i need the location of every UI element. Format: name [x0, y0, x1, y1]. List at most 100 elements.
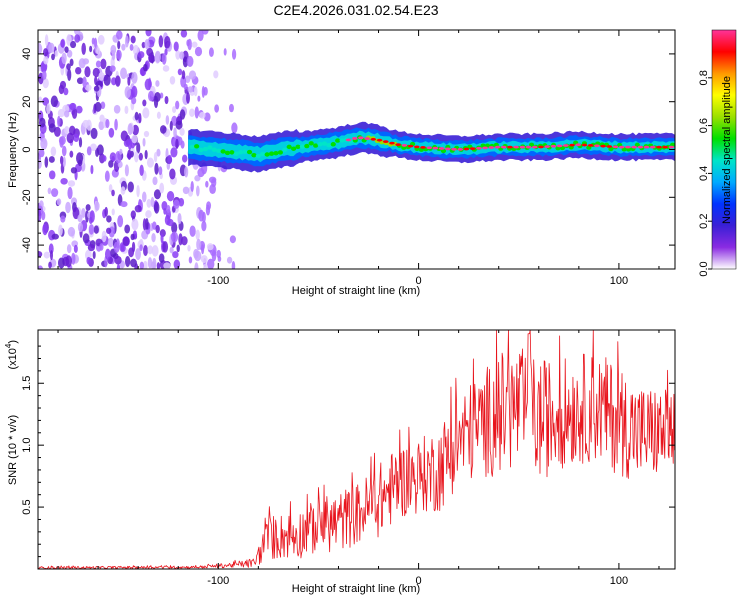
signal-peak — [643, 145, 650, 149]
snr-data — [38, 330, 675, 569]
noise-blob — [199, 111, 206, 119]
noise-blob — [143, 63, 148, 72]
noise-blob — [182, 56, 189, 68]
signal-peak — [494, 145, 501, 149]
noise-blob — [99, 243, 104, 251]
noise-blob — [113, 241, 120, 253]
noise-blob — [73, 244, 78, 254]
noise-blob — [120, 201, 128, 208]
signal-peak — [668, 145, 675, 149]
noise-blob — [127, 149, 132, 160]
signal-peak — [407, 144, 414, 148]
noise-blob — [182, 154, 188, 163]
signal-core — [326, 142, 332, 148]
noise-blob — [100, 101, 106, 110]
noise-blob — [194, 46, 203, 57]
noise-blob — [189, 108, 195, 118]
signal-peak — [345, 138, 352, 142]
signal-peak — [556, 144, 563, 148]
signal-peak — [432, 146, 439, 150]
noise-blob — [197, 30, 204, 42]
colorbar-tick-label: 0.2 — [698, 214, 710, 229]
signal-core — [277, 150, 283, 155]
signal-core — [246, 149, 253, 155]
noise-blob — [70, 40, 77, 49]
noise-blob — [119, 242, 125, 252]
noise-blob — [169, 120, 173, 131]
noise-blob — [67, 226, 76, 237]
noise-blob — [104, 206, 108, 217]
signal-peak — [370, 137, 377, 141]
noise-blob — [144, 149, 148, 160]
signal-core — [291, 146, 297, 151]
noise-blob — [216, 249, 221, 259]
noise-blob — [151, 245, 159, 257]
signal-core — [229, 150, 235, 155]
snr-y-ticks: 0.5 1.0 1.5 — [21, 345, 675, 558]
noise-blob — [50, 95, 59, 108]
noise-blob — [69, 150, 74, 158]
noise-blob — [200, 255, 208, 264]
spectrogram-y-tick-label: 0 — [21, 146, 33, 152]
noise-blob — [60, 215, 66, 223]
noise-blob — [73, 133, 80, 143]
noise-blob — [104, 170, 110, 182]
signal-core — [260, 151, 266, 157]
noise-blob — [125, 255, 131, 268]
noise-blob — [127, 76, 131, 86]
signal-peak — [476, 146, 482, 150]
signal-peak — [550, 144, 557, 148]
noise-blob — [104, 248, 111, 260]
noise-blob — [193, 86, 198, 97]
noise-blob — [138, 112, 142, 124]
noise-blob — [172, 251, 179, 259]
signal-peak — [531, 145, 538, 149]
noise-blob — [131, 241, 136, 253]
noise-blob — [201, 220, 207, 232]
noise-blob — [169, 75, 176, 85]
noise-blob — [173, 41, 179, 52]
noise-blob — [58, 224, 63, 237]
noise-blob — [81, 42, 86, 55]
noise-blob — [147, 90, 154, 102]
noise-blob — [73, 30, 81, 36]
noise-blob — [108, 160, 114, 168]
noise-blob — [85, 204, 91, 211]
spectrogram-x-ticks: -100 0 100 — [57, 30, 660, 287]
spectrogram-y-tick-label: 20 — [21, 96, 33, 108]
noise-blob — [69, 58, 74, 67]
signal-peak — [612, 145, 619, 149]
noise-blob — [131, 97, 137, 105]
noise-blob — [87, 243, 95, 252]
signal-peak — [438, 147, 445, 150]
noise-blob — [144, 39, 150, 50]
noise-blob — [106, 215, 112, 223]
noise-blob — [38, 250, 43, 258]
noise-blob — [53, 126, 61, 137]
spectrogram-y-tick-label: 40 — [21, 48, 33, 60]
noise-blob — [90, 164, 94, 175]
signal-peak — [351, 137, 358, 140]
noise-blob — [166, 190, 175, 202]
noise-blob — [223, 48, 227, 56]
noise-blob — [51, 233, 59, 240]
noise-blob — [99, 153, 105, 164]
noise-blob — [84, 66, 91, 78]
noise-blob — [108, 127, 115, 138]
signal-core — [335, 138, 341, 143]
noise-blob — [90, 127, 98, 140]
noise-blob — [100, 58, 107, 70]
noise-blob — [69, 102, 77, 111]
noise-blob — [51, 188, 59, 198]
colorbar-tick-label: 0.0 — [698, 261, 710, 276]
noise-blob — [48, 261, 52, 269]
noise-blob — [175, 120, 183, 130]
signal-core — [233, 151, 239, 156]
noise-blob — [65, 201, 71, 214]
colorbar-label: Normalized spectral amplitude — [721, 76, 733, 224]
noise-blob — [203, 86, 208, 96]
noise-blob — [57, 115, 61, 128]
noise-blob — [57, 257, 65, 269]
noise-blob — [127, 138, 132, 150]
noise-blob — [152, 221, 157, 230]
